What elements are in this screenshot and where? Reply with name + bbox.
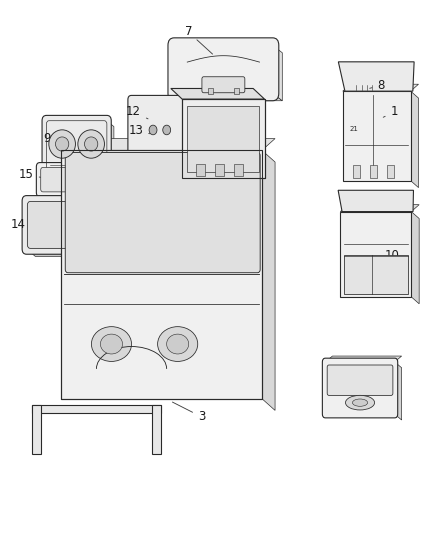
Bar [340,212,411,297]
Polygon shape [107,121,114,177]
Polygon shape [174,93,283,101]
Bar [196,164,205,176]
Bar [208,88,213,94]
Polygon shape [262,150,275,410]
Text: 3: 3 [173,402,205,423]
Polygon shape [338,62,414,91]
Polygon shape [411,212,419,304]
Text: 14: 14 [11,219,32,231]
Bar [387,165,394,178]
FancyBboxPatch shape [42,116,111,177]
Polygon shape [111,167,119,199]
Ellipse shape [353,399,367,406]
Ellipse shape [92,327,131,361]
FancyBboxPatch shape [352,81,377,94]
FancyBboxPatch shape [327,365,393,395]
Bar [61,150,262,399]
FancyBboxPatch shape [22,196,117,254]
Bar [61,150,262,399]
Polygon shape [340,205,419,212]
FancyBboxPatch shape [27,201,111,248]
Polygon shape [395,362,402,420]
Text: 11: 11 [368,384,383,397]
Text: 8: 8 [370,79,385,92]
Ellipse shape [100,334,123,354]
Text: 21: 21 [350,126,358,132]
Polygon shape [188,100,195,158]
Polygon shape [112,201,121,256]
Polygon shape [61,139,275,150]
Polygon shape [343,84,419,91]
FancyBboxPatch shape [65,152,260,273]
Bar [353,165,360,178]
Polygon shape [171,88,265,99]
Bar [182,99,265,178]
Text: 9: 9 [43,132,62,145]
Bar [344,255,408,294]
Polygon shape [40,192,119,199]
Polygon shape [171,88,182,178]
Polygon shape [46,172,114,177]
Bar [234,164,243,176]
Bar [370,165,377,178]
FancyBboxPatch shape [322,358,398,418]
Circle shape [149,125,157,135]
Bar [187,106,259,172]
Bar [343,91,411,181]
FancyBboxPatch shape [128,95,192,156]
Polygon shape [253,88,265,178]
Text: 7: 7 [184,26,212,54]
Text: 3: 3 [217,227,240,240]
Ellipse shape [56,137,69,151]
Ellipse shape [85,137,98,151]
FancyBboxPatch shape [41,167,110,192]
Bar [234,88,239,94]
Polygon shape [32,405,161,413]
Ellipse shape [346,395,374,410]
Text: 15: 15 [19,168,46,181]
FancyBboxPatch shape [202,77,245,93]
Polygon shape [411,91,419,188]
Ellipse shape [158,327,198,361]
Text: 12: 12 [126,106,148,119]
Text: 13: 13 [128,124,150,137]
Polygon shape [131,152,195,158]
Text: 1: 1 [383,106,398,118]
Polygon shape [338,190,413,212]
Ellipse shape [49,130,75,158]
Bar [182,99,265,178]
Ellipse shape [78,130,104,158]
Polygon shape [32,405,41,454]
FancyBboxPatch shape [168,38,279,101]
Circle shape [163,125,171,135]
Polygon shape [272,45,283,101]
Polygon shape [26,249,121,256]
FancyBboxPatch shape [36,163,114,197]
Text: 10: 10 [381,249,399,262]
Bar [215,164,224,176]
Polygon shape [152,405,161,454]
Ellipse shape [166,334,189,354]
Polygon shape [325,356,402,362]
